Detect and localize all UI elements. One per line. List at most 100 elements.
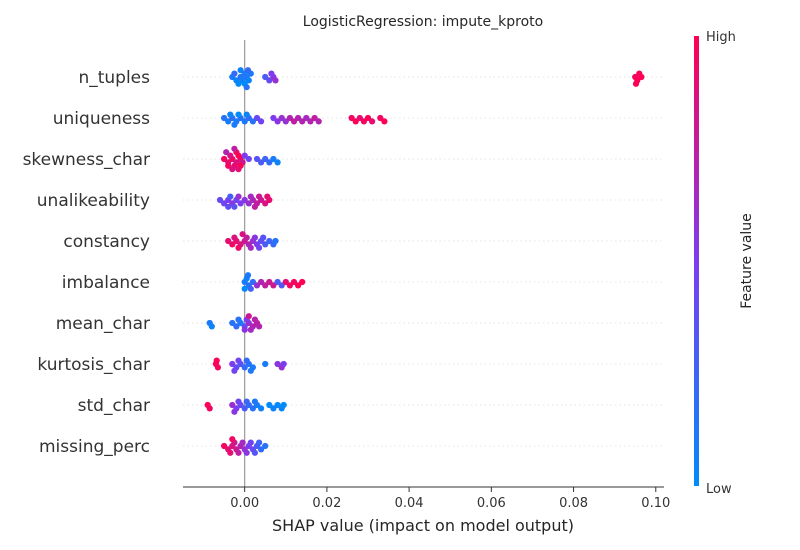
- shap-point: [266, 237, 273, 245]
- shap-point: [235, 449, 242, 456]
- shap-point: [315, 118, 322, 125]
- colorbar: [694, 36, 699, 486]
- shap-point: [231, 121, 238, 128]
- feature-label: constancy: [63, 232, 150, 252]
- shap-point: [270, 405, 277, 412]
- shap-point: [216, 196, 224, 204]
- shap-point: [225, 237, 232, 245]
- x-tick-label: 0.00: [230, 496, 259, 511]
- shap-point: [241, 405, 248, 412]
- shap-point: [235, 316, 242, 323]
- shap-point: [231, 234, 238, 241]
- shap-point: [258, 159, 265, 166]
- shap-point: [260, 234, 267, 241]
- feature-label: uniqueness: [53, 109, 150, 129]
- shap-point: [295, 282, 302, 289]
- shap-point: [256, 193, 263, 200]
- shap-point: [225, 162, 232, 169]
- shap-point: [352, 118, 359, 125]
- shap-point: [286, 114, 293, 122]
- feature-label: imbalance: [62, 273, 150, 293]
- shap-point: [360, 118, 367, 125]
- shap-point: [235, 357, 242, 364]
- shap-point: [369, 118, 376, 125]
- shap-point: [251, 449, 258, 456]
- colorbar-high-label: High: [706, 30, 736, 45]
- shap-point: [221, 114, 228, 122]
- feature-label: kurtosis_char: [37, 355, 150, 375]
- shap-point: [247, 439, 254, 446]
- shap-point: [258, 278, 265, 286]
- shap-point: [241, 285, 248, 292]
- x-tick-label: 0.08: [559, 496, 588, 511]
- shap-point: [231, 203, 238, 210]
- shap-point: [227, 449, 234, 456]
- shap-point: [235, 166, 242, 173]
- shap-point: [249, 405, 256, 412]
- shap-point: [245, 200, 252, 207]
- shap-point: [253, 114, 261, 122]
- shap-point: [229, 166, 236, 173]
- shap-point: [638, 73, 645, 81]
- shap-point: [307, 118, 314, 125]
- shap-point: [225, 203, 232, 210]
- shap-point: [356, 114, 363, 122]
- shap-point: [286, 282, 293, 289]
- shap-point: [262, 442, 269, 450]
- shap-point: [262, 241, 269, 248]
- shap-point: [266, 278, 273, 286]
- shap-point: [235, 193, 242, 200]
- shap-point: [264, 193, 271, 200]
- shap-point: [377, 114, 384, 122]
- shap-point: [243, 449, 250, 456]
- feature-label: missing_perc: [39, 437, 150, 457]
- shap-point: [262, 155, 269, 163]
- shap-point: [229, 360, 236, 368]
- shap-point: [225, 118, 232, 125]
- gridlines: [183, 76, 664, 447]
- shap-point: [223, 149, 230, 156]
- shap-point: [221, 442, 228, 450]
- shap-point: [280, 360, 287, 368]
- feature-label: unalikeability: [37, 191, 150, 211]
- shap-point: [290, 118, 298, 125]
- shap-point: [266, 401, 273, 409]
- shap-point: [253, 155, 261, 163]
- shap-point: [245, 77, 252, 84]
- shap-point: [632, 80, 640, 87]
- shap-point: [262, 200, 269, 207]
- shap-point: [278, 282, 285, 289]
- shap-point: [235, 111, 242, 118]
- shap-point: [280, 401, 287, 409]
- feature-label: mean_char: [56, 314, 150, 334]
- shap-point: [256, 244, 263, 251]
- shap-point: [282, 278, 289, 286]
- feature-labels: n_tuples uniqueness skewness_char unalikeab…: [23, 68, 151, 457]
- shap-point: [258, 118, 265, 125]
- shap-point: [227, 152, 234, 159]
- shap-point: [270, 282, 277, 289]
- feature-label: std_char: [78, 396, 150, 416]
- x-tick-label: 0.06: [477, 496, 506, 511]
- x-axis-label: SHAP value (impact on model output): [272, 516, 574, 535]
- shap-point: [266, 159, 273, 166]
- shap-point: [268, 70, 275, 77]
- shap-point: [213, 357, 220, 364]
- shap-point: [221, 155, 228, 163]
- shap-point: [274, 278, 281, 286]
- shap-point: [243, 84, 250, 91]
- shap-point: [249, 278, 256, 286]
- shap-point: [262, 360, 269, 368]
- feature-label: n_tuples: [78, 68, 150, 88]
- shap-point: [274, 401, 281, 409]
- feature-label: skewness_char: [23, 150, 150, 170]
- shap-point: [241, 196, 248, 204]
- shap-point: [229, 241, 236, 248]
- shap-point: [247, 285, 254, 292]
- shap-point: [239, 439, 246, 446]
- shap-point: [245, 155, 252, 163]
- shap-point: [262, 73, 269, 81]
- shap-point: [364, 114, 372, 122]
- shap-point: [229, 401, 236, 409]
